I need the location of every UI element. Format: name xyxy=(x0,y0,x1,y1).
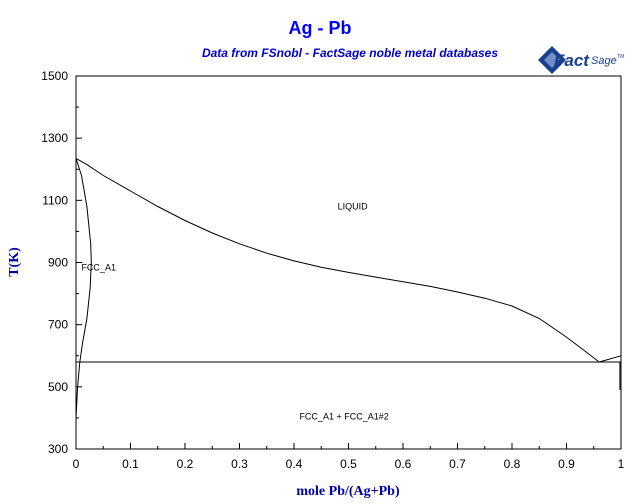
factsage-logo-text-fact: Fact xyxy=(554,51,590,70)
y-tick-label: 300 xyxy=(48,442,68,456)
chart-subtitle: Data from FSnobl - FactSage noble metal … xyxy=(202,46,498,60)
phase-boundary-line xyxy=(75,157,600,363)
y-tick-label: 1500 xyxy=(41,69,68,83)
x-tick-label: 0 xyxy=(73,457,80,471)
x-axis-label: mole Pb/(Ag+Pb) xyxy=(296,484,400,499)
x-tick-label: 0.6 xyxy=(395,457,412,471)
phase-boundary-line xyxy=(75,158,92,418)
x-tick-label: 0.2 xyxy=(177,457,194,471)
y-axis-label: T(K) xyxy=(7,247,22,277)
x-tick-label: 0.5 xyxy=(340,457,357,471)
x-tick-label: 0.3 xyxy=(231,457,248,471)
x-axis: 0 0.1 0.2 0.3 0.4 0.5 0.6 0.7 0.8 0.9 1 xyxy=(73,443,625,471)
factsage-logo-mark xyxy=(538,46,566,74)
factsage-logo: Fact Sage TM xyxy=(538,46,625,74)
x-tick-label: 1 xyxy=(618,457,625,471)
phase-boundary-line xyxy=(599,355,622,363)
phase-boundaries xyxy=(75,157,622,418)
y-tick-label: 1100 xyxy=(42,193,68,207)
phase-region-label: FCC_A1 xyxy=(81,262,116,272)
y-tick-label: 500 xyxy=(48,380,68,394)
phase-region-label: FCC_A1 + FCC_A1#2 xyxy=(299,411,388,421)
x-tick-label: 0.8 xyxy=(504,457,521,471)
plot-frame xyxy=(75,75,622,450)
factsage-logo-text-sage: Sage xyxy=(591,55,617,67)
y-axis: 300 500 700 900 1100 1300 1500 xyxy=(41,69,82,456)
y-tick-label: 1300 xyxy=(41,131,68,145)
x-tick-label: 0.7 xyxy=(449,457,466,471)
phase-region-labels: LIQUID FCC_A1 FCC_A1 + FCC_A1#2 xyxy=(81,202,388,422)
y-tick-label: 900 xyxy=(48,256,68,270)
y-tick-label: 700 xyxy=(48,318,68,332)
phase-region-label: LIQUID xyxy=(338,202,369,212)
chart-title: Ag - Pb xyxy=(289,18,352,38)
factsage-logo-trademark: TM xyxy=(617,54,625,60)
x-tick-label: 0.1 xyxy=(122,457,139,471)
x-tick-label: 0.4 xyxy=(286,457,303,471)
x-tick-label: 0.9 xyxy=(558,457,575,471)
